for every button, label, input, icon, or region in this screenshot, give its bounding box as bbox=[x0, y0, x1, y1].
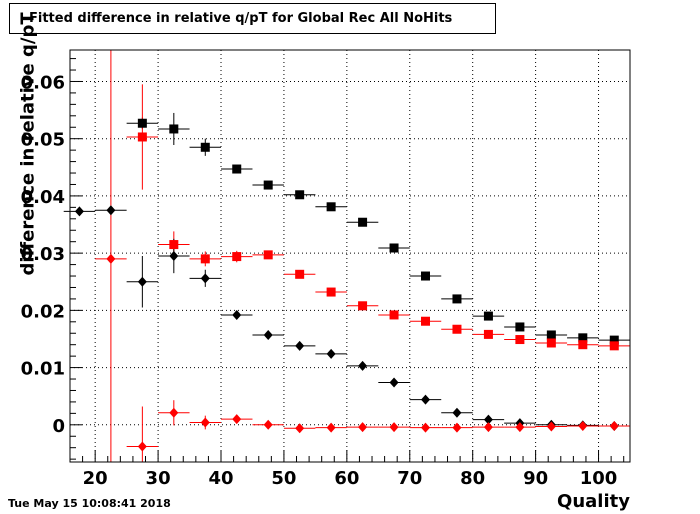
diamond-marker bbox=[421, 422, 431, 433]
diamond-marker bbox=[200, 273, 210, 284]
y-tick-label: 0.03 bbox=[21, 244, 65, 265]
y-tick-label: 0.01 bbox=[21, 359, 65, 380]
diamond-marker bbox=[452, 407, 462, 418]
diamond-marker bbox=[200, 417, 210, 428]
diamond-marker bbox=[358, 360, 368, 371]
square-marker bbox=[515, 335, 525, 345]
y-tick-label: 0.06 bbox=[21, 72, 65, 93]
diamond-marker bbox=[546, 421, 556, 432]
diamond-marker bbox=[295, 423, 305, 434]
timestamp: Tue May 15 10:08:41 2018 bbox=[8, 497, 171, 510]
diamond-marker bbox=[295, 340, 305, 351]
square-marker bbox=[232, 252, 242, 262]
square-marker bbox=[358, 217, 368, 227]
square-marker bbox=[326, 287, 336, 297]
square-marker bbox=[137, 132, 147, 142]
square-marker bbox=[295, 190, 305, 200]
square-marker bbox=[546, 338, 556, 348]
square-marker bbox=[483, 311, 493, 321]
x-tick-label: 70 bbox=[397, 468, 422, 489]
y-tick-label: 0.02 bbox=[21, 301, 65, 322]
diamond-marker bbox=[515, 422, 525, 433]
square-marker bbox=[483, 329, 493, 339]
error-bars bbox=[63, 50, 630, 462]
x-tick-label: 30 bbox=[146, 468, 171, 489]
diamond-marker bbox=[326, 348, 336, 359]
x-tick-label: 100 bbox=[580, 468, 618, 489]
diamond-marker bbox=[106, 253, 116, 264]
square-marker bbox=[452, 294, 462, 304]
y-tick-label: 0 bbox=[52, 416, 65, 437]
square-marker bbox=[609, 341, 619, 351]
square-marker bbox=[295, 269, 305, 279]
square-marker bbox=[452, 324, 462, 334]
diamond-marker bbox=[609, 420, 619, 431]
square-marker bbox=[421, 316, 431, 326]
square-marker bbox=[169, 124, 179, 134]
diamond-marker bbox=[137, 441, 147, 452]
chart-title: Fitted difference in relative q/pT for G… bbox=[9, 3, 496, 34]
square-marker bbox=[578, 340, 588, 350]
square-marker bbox=[389, 243, 399, 253]
x-tick-label: 40 bbox=[208, 468, 233, 489]
diamond-marker bbox=[421, 394, 431, 405]
diamond-marker bbox=[232, 414, 242, 425]
x-tick-label: 50 bbox=[271, 468, 296, 489]
diamond-marker bbox=[389, 377, 399, 388]
square-marker bbox=[578, 333, 588, 343]
diamond-marker bbox=[326, 422, 336, 433]
square-marker bbox=[169, 240, 179, 250]
grid-lines bbox=[70, 50, 630, 462]
square-marker bbox=[137, 118, 147, 128]
diamond-marker bbox=[483, 414, 493, 425]
diamond-marker bbox=[263, 419, 273, 430]
x-tick-label: 20 bbox=[83, 468, 108, 489]
square-marker bbox=[232, 164, 242, 174]
square-marker bbox=[609, 335, 619, 345]
square-marker bbox=[200, 254, 210, 264]
diamond-marker bbox=[263, 329, 273, 340]
square-marker bbox=[200, 142, 210, 152]
diamond-marker bbox=[389, 422, 399, 433]
diamond-marker bbox=[169, 251, 179, 261]
square-marker bbox=[358, 301, 368, 311]
x-tick-label: 60 bbox=[334, 468, 359, 489]
diamond-marker bbox=[232, 309, 242, 320]
plot-frame bbox=[69, 49, 631, 463]
y-axis: 0 0.01 0.02 0.03 0.04 0.05 0.06 bbox=[21, 58, 82, 460]
diamond-marker bbox=[74, 206, 84, 217]
y-axis-label: difference in relative q/pT bbox=[17, 12, 39, 276]
x-axis: 20 30 40 50 60 70 80 90 100 bbox=[69, 450, 625, 489]
diamond-marker bbox=[358, 422, 368, 433]
y-tick-label: 0.05 bbox=[21, 130, 65, 151]
diamond-marker bbox=[483, 422, 493, 433]
square-marker bbox=[515, 322, 525, 332]
data-markers bbox=[74, 118, 619, 452]
diamond-marker bbox=[137, 276, 147, 287]
square-marker bbox=[263, 180, 273, 190]
square-marker bbox=[389, 310, 399, 320]
diamond-marker bbox=[169, 407, 179, 418]
square-marker bbox=[421, 271, 431, 281]
square-marker bbox=[263, 250, 273, 260]
diamond-marker bbox=[452, 422, 462, 433]
x-tick-label: 90 bbox=[523, 468, 548, 489]
square-marker bbox=[326, 202, 336, 212]
diamond-marker bbox=[106, 205, 116, 216]
y-tick-label: 0.04 bbox=[21, 187, 65, 208]
x-tick-label: 80 bbox=[460, 468, 485, 489]
diamond-marker bbox=[578, 420, 588, 431]
square-marker bbox=[546, 330, 556, 340]
x-axis-label: Quality bbox=[557, 491, 630, 512]
